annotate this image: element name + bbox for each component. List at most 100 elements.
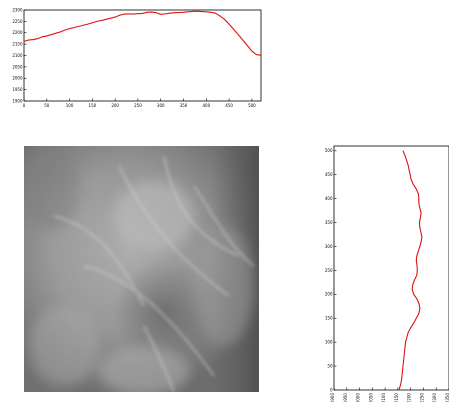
data-point [174,12,175,14]
data-point [419,207,421,209]
data-point [416,274,418,276]
data-point [105,18,107,20]
x-tick-label: 2350 [445,393,449,402]
data-point [142,13,143,14]
data-point [410,327,412,329]
x-tick-label: 250 [134,103,142,108]
data-point [419,308,421,310]
data-point [160,13,162,15]
y-tick-label: 2050 [12,64,23,69]
data-point [50,34,52,35]
data-point [151,11,152,13]
data-point [110,17,111,19]
data-point [420,231,422,233]
data-point [128,13,130,15]
data-point [413,322,415,324]
data-point [137,13,139,14]
data-point [409,174,411,176]
data-point [419,226,421,228]
y-tick-label: 300 [325,244,333,249]
data-point [205,11,207,13]
data-point [123,13,125,15]
x-tick-label: 2000 [356,393,361,402]
y-tick-label: 1950 [12,87,23,92]
data-point [23,41,25,42]
data-point [420,241,422,243]
horizontal-profile-chart: 0 50 100 150 200 250 300 350 400 450 500 1900 1950 20… [12,7,262,108]
data-point [420,217,421,219]
x-tick-label: 0 [23,103,26,108]
data-point [164,13,166,15]
data-point [411,289,413,290]
data-point [418,198,420,199]
data-point [402,370,403,372]
data-point [101,20,102,21]
data-point [119,14,121,16]
x-tick-label: 300 [157,103,165,108]
data-point [402,365,404,367]
data-point [404,155,406,156]
y-tick-label: 500 [325,148,333,153]
vertical-profile-chart: 1900195020002050210021502200225023002350… [325,145,449,402]
x-tick-label: 2250 [419,393,424,402]
data-point [196,11,198,12]
data-point [418,313,420,314]
data-point [408,169,410,171]
data-point [82,24,84,26]
x-tick-label: 500 [248,103,256,108]
data-point [415,260,417,262]
x-tick-label: 2200 [407,393,412,402]
data-point [407,164,409,166]
plot-frame [23,9,262,102]
x-tick-label: 50 [44,103,50,108]
data-point [41,36,43,38]
data-point [412,284,414,286]
data-point [228,23,230,25]
data-point [233,28,235,30]
x-tick-label: 1900 [330,393,335,402]
y-tick-label: 150 [325,316,333,321]
x-tick-label: 100 [66,103,74,108]
data-point [87,23,89,25]
x-tick-label: 2150 [394,393,399,402]
data-point [133,13,134,15]
data-point [417,193,419,195]
data-point [406,160,407,161]
data-point [401,380,402,381]
data-point [178,12,180,13]
data-point [416,255,418,257]
data-point [155,12,157,14]
data-point [37,38,39,40]
y-tick-label: 2150 [12,42,23,47]
data-point [215,12,216,14]
data-point [256,54,257,55]
data-point [405,341,406,343]
data-point [420,212,422,214]
data-point [421,236,423,238]
data-point [415,188,417,190]
data-point [224,18,225,20]
data-point [402,150,404,152]
y-tick-label: 100 [325,340,333,345]
data-point [28,39,29,41]
data-point [251,50,253,52]
data-point [169,12,171,14]
data-point [55,32,57,34]
data-point [260,54,262,56]
data-point [416,270,418,271]
data-point [187,11,189,13]
data-point [146,11,148,13]
data-point [412,183,414,185]
y-tick-label: 2100 [12,53,23,58]
data-point [183,11,184,13]
y-tick-label: 250 [325,268,333,273]
profile-line [398,150,423,391]
y-tick-label: 350 [325,220,333,225]
data-point [114,16,116,18]
y-tick-label: 400 [325,196,333,201]
data-point [418,303,420,305]
data-point [210,11,212,13]
data-point [413,293,415,295]
grayscale-image-panel [24,146,259,392]
